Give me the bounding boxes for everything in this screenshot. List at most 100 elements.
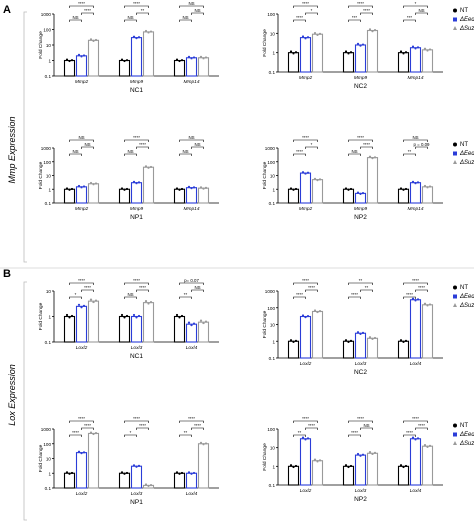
data-point xyxy=(359,454,362,457)
bar-mmp14-suz12 xyxy=(197,57,210,77)
significance-label: NS xyxy=(363,423,369,428)
legend-label: NT xyxy=(460,285,468,291)
data-point xyxy=(318,178,322,181)
panel-title: NP2 xyxy=(354,214,367,221)
data-point xyxy=(132,180,136,183)
data-point xyxy=(289,187,293,190)
data-point xyxy=(371,157,374,160)
y-tick-label: 0.1 xyxy=(269,201,276,206)
data-point xyxy=(289,464,293,467)
data-point xyxy=(190,472,193,475)
data-point xyxy=(426,49,429,52)
significance-label: **** xyxy=(133,278,140,283)
x-tick-label: Loxl4 xyxy=(186,491,198,497)
significance-label: NS xyxy=(418,8,424,13)
significance-label: **** xyxy=(133,416,140,421)
significance-label: **** xyxy=(139,423,146,428)
data-point xyxy=(190,323,193,327)
bar-loxl4-eed xyxy=(409,438,422,486)
significance-bracket xyxy=(403,420,428,423)
data-point xyxy=(373,156,377,159)
significance-label: * xyxy=(415,1,417,6)
legend-label: ΔSuz12 xyxy=(459,160,474,166)
data-point xyxy=(135,316,138,319)
significance-bracket xyxy=(293,19,306,22)
y-tick-label: 100 xyxy=(43,28,51,33)
significance-bracket xyxy=(415,12,428,15)
data-point xyxy=(178,188,181,191)
significance-label: **** xyxy=(406,292,413,297)
data-point xyxy=(123,316,126,319)
y-tick-label: 1 xyxy=(272,51,275,56)
data-point xyxy=(70,187,74,191)
x-tick-label: Loxl2 xyxy=(76,491,88,497)
bar-loxl4-nt xyxy=(173,315,186,343)
significance-bracket xyxy=(69,420,94,423)
significance-label: **** xyxy=(357,1,364,6)
significance-label: **** xyxy=(351,430,358,435)
significance-label: **** xyxy=(308,423,315,428)
bar-mmp2-eed xyxy=(75,55,88,77)
data-point xyxy=(202,57,205,60)
data-point xyxy=(428,185,432,188)
data-point xyxy=(404,464,408,468)
data-point xyxy=(70,59,74,62)
y-tick-label: 0.1 xyxy=(269,70,276,75)
bar-mmp9-nt xyxy=(342,52,355,73)
panel-a-letter: A xyxy=(3,4,11,16)
data-point xyxy=(306,437,310,440)
data-point xyxy=(301,171,305,174)
data-point xyxy=(426,186,429,189)
data-point xyxy=(423,47,427,50)
y-tick-label: 1 xyxy=(48,59,51,64)
significance-bracket xyxy=(293,420,318,423)
data-point xyxy=(368,336,372,339)
significance-bracket xyxy=(69,19,82,22)
bar-mmp9-suz12 xyxy=(366,157,379,204)
data-point xyxy=(428,48,432,51)
significance-label: NS xyxy=(78,135,84,140)
data-point xyxy=(180,187,184,191)
data-point xyxy=(94,182,98,185)
significance-label: **** xyxy=(351,292,358,297)
bar-loxl4-nt xyxy=(397,465,410,486)
significance-label: NS xyxy=(194,8,200,13)
data-point xyxy=(344,339,348,342)
x-tick-label: Mmp2 xyxy=(75,206,89,212)
data-point xyxy=(190,187,193,190)
x-tick-label: Mmp14 xyxy=(408,206,424,212)
data-point xyxy=(318,32,322,35)
y-tick-label: 1 xyxy=(48,471,51,476)
y-tick-label: 10 xyxy=(270,31,276,36)
data-point xyxy=(289,50,293,53)
significance-bracket xyxy=(136,289,149,292)
y-tick-label: 1000 xyxy=(41,12,52,17)
bar-loxl2-suz12 xyxy=(311,310,324,359)
y-tick-label: 100 xyxy=(43,160,51,165)
x-tick-label: Loxl3 xyxy=(131,345,143,351)
data-point xyxy=(304,172,307,175)
data-point xyxy=(371,30,374,33)
significance-bracket xyxy=(69,153,82,156)
significance-bracket xyxy=(124,420,149,423)
data-point xyxy=(178,316,181,319)
significance-bracket xyxy=(81,427,94,430)
data-point xyxy=(192,56,196,59)
data-point xyxy=(92,432,95,436)
significance-label: NS xyxy=(412,135,418,140)
x-tick-label: Loxl3 xyxy=(355,488,367,494)
significance-label: * xyxy=(311,142,313,147)
data-point xyxy=(80,452,83,455)
data-point xyxy=(356,452,360,456)
data-point xyxy=(292,465,295,469)
panel-title: NP1 xyxy=(130,499,143,506)
legend-label: NT xyxy=(460,8,468,14)
significance-bracket xyxy=(415,427,428,430)
significance-bracket xyxy=(179,139,204,142)
y-tick-label: 100 xyxy=(43,442,51,447)
y-tick-label: 1000 xyxy=(41,427,52,432)
